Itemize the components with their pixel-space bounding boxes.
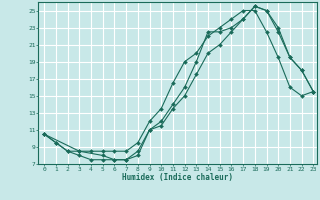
X-axis label: Humidex (Indice chaleur): Humidex (Indice chaleur) [122, 173, 233, 182]
